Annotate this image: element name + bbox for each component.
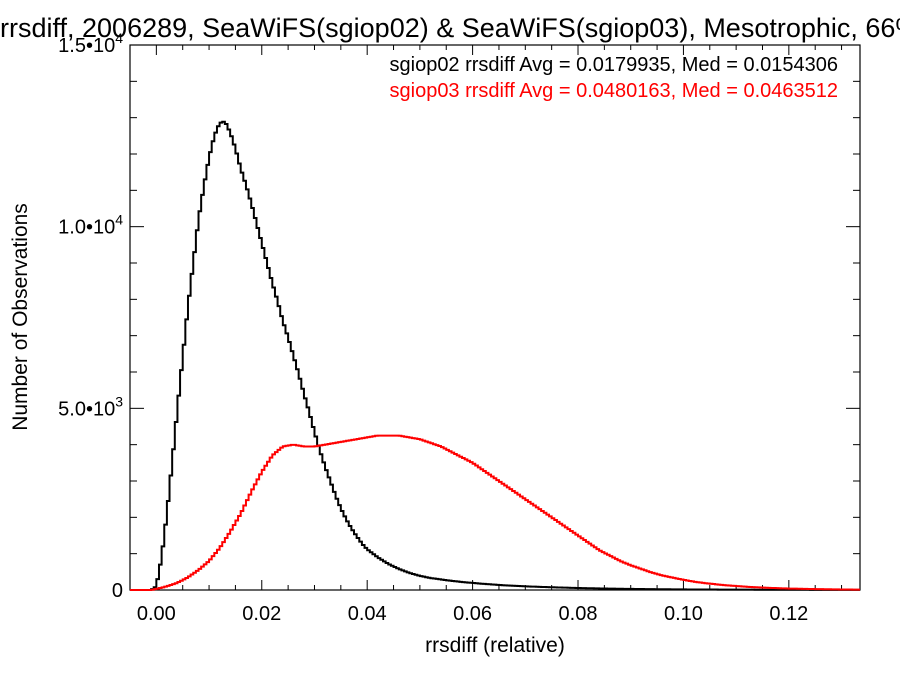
legend: sgiop02 rrsdiff Avg = 0.0179935, Med = 0… [390,54,839,102]
x-tick-label: 0.12 [769,603,808,625]
x-tick-label: 0.04 [348,603,387,625]
y-axis-label: Number of Observations [9,203,32,431]
x-tick-label: 0.00 [137,603,176,625]
series-group [130,120,860,591]
x-tick-label: 0.08 [559,603,598,625]
axis-ticks [129,44,860,591]
y-tick-mantissa: 1.5•10 [58,35,115,57]
y-tick-label: 1.0•104 [58,212,123,239]
legend-entry-sgiop03: sgiop03 rrsdiff Avg = 0.0480163, Med = 0… [390,80,839,102]
y-tick-exponent: 4 [115,30,123,46]
y-tick-mantissa: 0 [112,580,123,602]
x-tick-label: 0.02 [242,603,281,625]
chart-title: rrsdiff, 2006289, SeaWiFS(sgiop02) & Sea… [0,13,900,43]
y-tick-mantissa: 1.0•10 [58,217,115,239]
y-tick-exponent: 3 [115,393,123,409]
x-tick-label: 0.06 [453,603,492,625]
x-axis-label: rrsdiff (relative) [425,634,565,657]
series-sgiop03-line [130,434,860,591]
y-tick-exponent: 4 [115,212,123,228]
y-tick-mantissa: 5.0•10 [58,398,115,420]
legend-entry-sgiop02: sgiop02 rrsdiff Avg = 0.0179935, Med = 0… [390,54,839,76]
y-tick-label: 1.5•104 [58,30,123,57]
plot-frame [129,44,861,591]
series-sgiop02-line [130,120,860,591]
axis-tick-labels: 0.00 0.02 0.04 0.06 0.08 0.10 0.12 0 5.0•103 1.0•… [58,30,808,625]
x-tick-label: 0.10 [664,603,703,625]
y-tick-label: 5.0•103 [58,393,123,420]
y-tick-label: 0 [112,580,123,602]
